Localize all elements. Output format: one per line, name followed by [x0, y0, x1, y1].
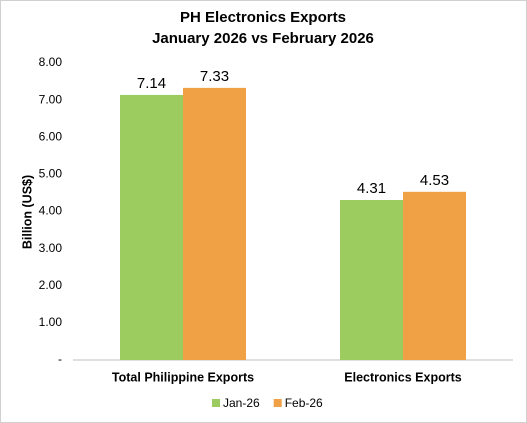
data-label: 7.14: [137, 75, 166, 92]
x-tick-label: Total Philippine Exports: [112, 370, 254, 384]
y-axis-label: Billion (US$): [20, 175, 34, 249]
chart-subtitle: January 2026 vs February 2026: [152, 30, 374, 47]
bar: [340, 199, 403, 360]
y-tick-label: 8.00: [39, 55, 63, 69]
legend-label: Feb-26: [285, 396, 323, 410]
data-label: 4.53: [420, 172, 449, 189]
y-tick-label: -: [58, 352, 62, 366]
data-label: 7.33: [200, 68, 229, 85]
y-tick-label: 3.00: [39, 241, 63, 255]
data-label: 4.31: [357, 180, 386, 197]
y-tick-label: 7.00: [39, 92, 63, 106]
bar: [183, 87, 246, 360]
y-tick-label: 2.00: [39, 278, 63, 292]
bar: [120, 94, 183, 361]
chart-title: PH Electronics Exports: [180, 9, 346, 26]
y-tick-label: 1.00: [39, 315, 63, 329]
y-tick-label: 5.00: [39, 167, 63, 181]
y-tick-label: 4.00: [39, 204, 63, 218]
bar: [403, 191, 466, 360]
legend-label: Jan-26: [223, 396, 260, 410]
legend-swatch: [212, 399, 220, 407]
y-tick-label: 6.00: [39, 129, 63, 143]
x-tick-label: Electronics Exports: [344, 370, 461, 384]
legend-swatch: [273, 399, 282, 407]
